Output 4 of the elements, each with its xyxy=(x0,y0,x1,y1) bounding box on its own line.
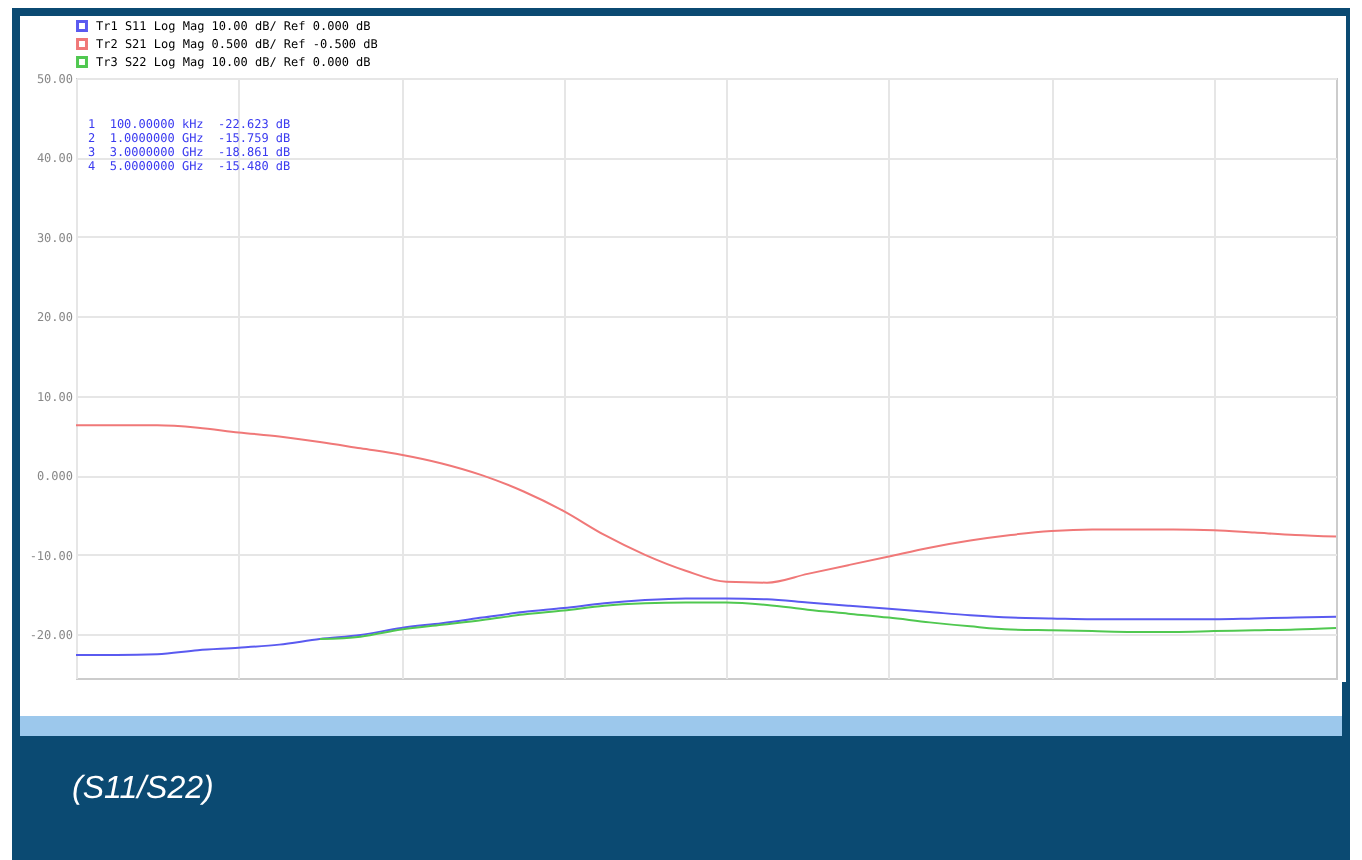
text: (S11/S22) xyxy=(72,772,214,808)
line-series xyxy=(318,601,1337,641)
line-series xyxy=(75,424,1337,584)
line-series xyxy=(75,597,1337,656)
